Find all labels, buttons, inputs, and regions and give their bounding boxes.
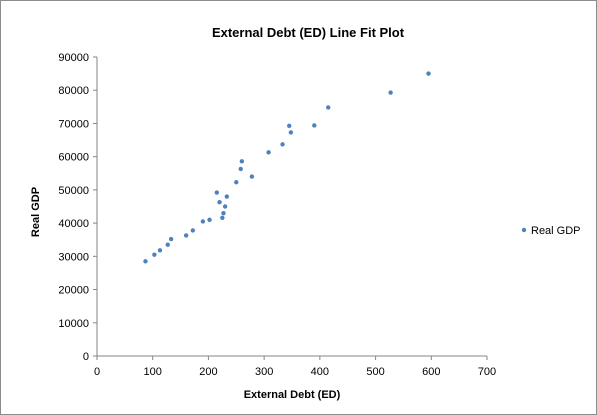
data-point bbox=[426, 71, 431, 76]
y-tick-label: 50000 bbox=[58, 185, 89, 197]
x-tick-label: 400 bbox=[311, 366, 329, 378]
data-point bbox=[168, 236, 174, 242]
data-point bbox=[190, 228, 196, 233]
legend-marker bbox=[521, 227, 527, 233]
y-tick-label: 70000 bbox=[58, 118, 89, 130]
x-tick-label: 0 bbox=[94, 366, 100, 378]
y-tick-label: 40000 bbox=[58, 218, 89, 230]
y-axis-label: Real GDP bbox=[30, 187, 42, 237]
y-axis: 0 10000 20000 30000 40000 50000 60000 70000 8000… bbox=[58, 52, 98, 363]
data-points bbox=[143, 71, 431, 264]
x-axis: 0 100 200 300 400 500 600 700 bbox=[94, 355, 496, 378]
data-point bbox=[234, 180, 239, 185]
data-point bbox=[152, 252, 157, 257]
data-point bbox=[249, 174, 255, 179]
data-point bbox=[266, 150, 271, 155]
data-point bbox=[287, 123, 292, 128]
data-point bbox=[288, 130, 294, 135]
data-point bbox=[312, 123, 317, 128]
data-point bbox=[239, 159, 245, 164]
legend-label: Real GDP bbox=[531, 225, 581, 237]
x-axis-label: External Debt (ED) bbox=[244, 389, 341, 401]
data-point bbox=[326, 105, 331, 110]
y-tick-label: 20000 bbox=[58, 285, 89, 297]
data-point bbox=[143, 259, 148, 264]
y-tick-label: 80000 bbox=[58, 85, 89, 97]
data-point bbox=[183, 233, 189, 238]
data-point bbox=[388, 90, 393, 95]
x-tick-label: 500 bbox=[366, 366, 384, 378]
x-tick-label: 200 bbox=[199, 366, 217, 378]
data-point bbox=[224, 194, 230, 199]
data-point bbox=[280, 142, 285, 147]
data-point bbox=[220, 215, 225, 220]
x-tick-label: 100 bbox=[144, 366, 162, 378]
y-tick-label: 90000 bbox=[58, 52, 89, 64]
data-point bbox=[214, 190, 219, 195]
data-point bbox=[207, 217, 212, 222]
x-tick-label: 300 bbox=[255, 366, 273, 378]
data-point bbox=[221, 210, 226, 216]
y-tick-label: 10000 bbox=[58, 318, 89, 330]
data-point bbox=[165, 242, 170, 247]
data-point bbox=[222, 204, 228, 209]
data-point bbox=[157, 248, 163, 253]
data-point bbox=[217, 199, 222, 205]
legend: Real GDP bbox=[521, 225, 581, 237]
y-tick-label: 30000 bbox=[58, 251, 89, 263]
chart-title: External Debt (ED) Line Fit Plot bbox=[212, 25, 405, 40]
data-point bbox=[200, 219, 206, 224]
x-tick-label: 700 bbox=[478, 366, 496, 378]
x-tick-label: 600 bbox=[422, 366, 440, 378]
y-tick-label: 0 bbox=[83, 351, 89, 363]
y-tick-label: 60000 bbox=[58, 152, 89, 164]
data-point bbox=[238, 166, 243, 172]
